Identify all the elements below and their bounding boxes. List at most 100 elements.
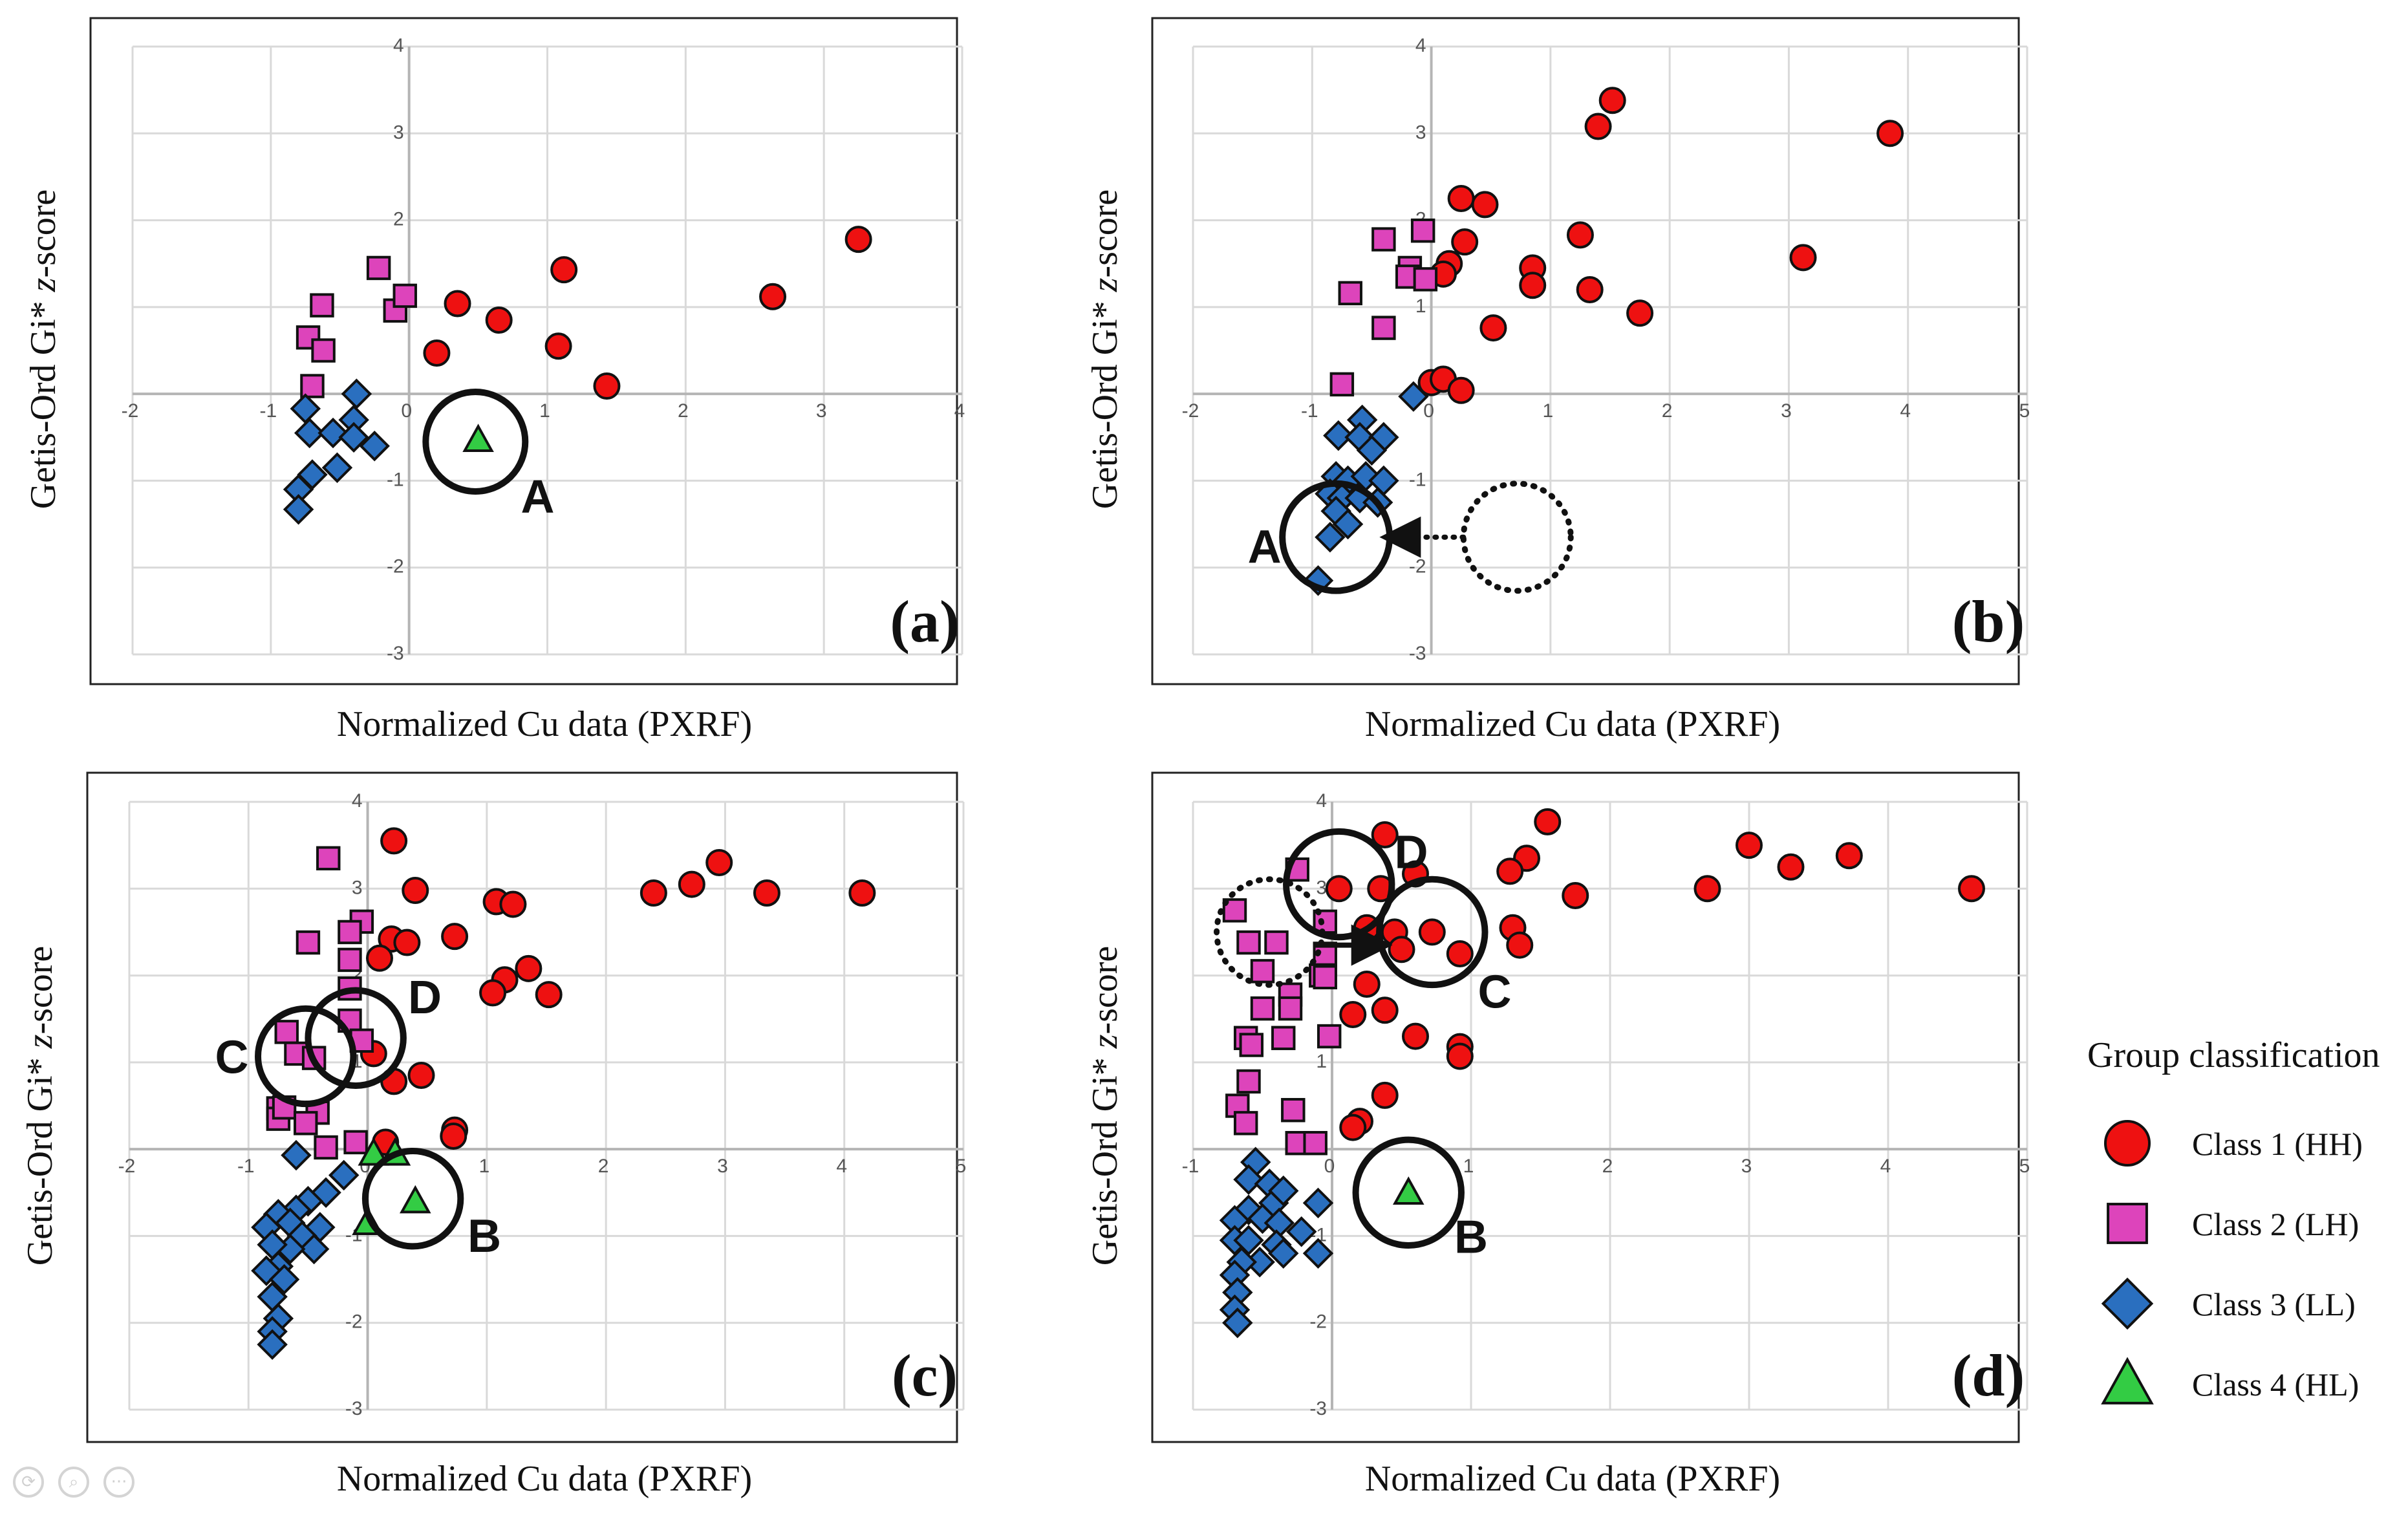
x-tick-label: -2 (1182, 400, 1199, 422)
data-point-class1 (535, 981, 563, 1009)
series-class2 (296, 255, 417, 398)
callout-circle (361, 1147, 464, 1250)
data-point-class3 (268, 1264, 300, 1295)
x-tick-label: -2 (118, 1156, 136, 1177)
x-tick-label: 3 (1781, 400, 1792, 422)
data-point-class1 (640, 879, 667, 907)
y-axis-label: Getis-Ord Gi* z-score (20, 946, 60, 1266)
y-tick-label: 3 (352, 877, 363, 898)
data-point-class2 (1338, 281, 1362, 306)
data-point-class3 (1233, 1164, 1264, 1195)
data-point-class3 (1302, 1238, 1334, 1269)
x-axis-label: Normalized Cu data (PXRF) (1365, 704, 1780, 744)
viewer-toolbar: ⟳ ⌕ ··· (13, 1463, 155, 1508)
panel-label: (d) (1952, 1342, 2025, 1408)
data-point-class1 (1598, 87, 1626, 114)
zoom-icon[interactable]: ⌕ (58, 1467, 89, 1498)
data-point-class1 (1576, 276, 1604, 303)
data-point-class1 (753, 879, 780, 907)
callout-label: A (1248, 521, 1282, 573)
data-point-class3 (1315, 521, 1346, 553)
data-points (251, 827, 876, 1361)
x-tick-label: 4 (1880, 1156, 1891, 1177)
y-tick-label: 3 (1415, 122, 1426, 143)
y-tick-label: -3 (1309, 1398, 1327, 1419)
callout-label: D (408, 972, 442, 1024)
data-point-class1 (1339, 1001, 1367, 1028)
data-point-class2 (338, 920, 362, 945)
rotate-icon[interactable]: ⟳ (13, 1467, 44, 1498)
series-class1 (423, 226, 872, 400)
data-point-class3 (1356, 435, 1388, 466)
data-point-class3 (283, 494, 314, 525)
data-point-class2 (1317, 1024, 1342, 1049)
data-point-class2 (310, 293, 334, 317)
data-point-class3 (317, 417, 349, 449)
data-point-class3 (359, 430, 390, 462)
x-tick-label: -2 (122, 400, 139, 422)
x-tick-label: 1 (539, 400, 550, 422)
series-class2 (1222, 857, 1342, 1156)
data-point-class3 (1285, 1216, 1317, 1247)
x-tick-label: 2 (1662, 400, 1673, 422)
panel-label: (b) (1952, 588, 2025, 654)
data-point-class1 (844, 226, 872, 253)
x-tick-label: 2 (1602, 1156, 1613, 1177)
data-point-class2 (338, 947, 362, 973)
legend-marker-class1 (2104, 1120, 2151, 1167)
data-point-class2 (1313, 965, 1337, 989)
data-point-class2 (294, 1111, 318, 1135)
legend: Group classification Class 1 (HH) Class 2 … (2087, 1035, 2380, 1404)
series-class3 (251, 1139, 360, 1361)
data-points (1302, 87, 1904, 596)
data-point-class1 (479, 979, 507, 1007)
dotted-callout-circle (1214, 876, 1326, 988)
callout-circle (1352, 1136, 1465, 1249)
data-point-class1 (1447, 185, 1475, 212)
data-point-class1 (759, 283, 787, 310)
more-icon[interactable]: ··· (103, 1467, 134, 1498)
data-point-class3 (1222, 1307, 1253, 1339)
x-tick-label: 4 (1900, 400, 1911, 422)
x-tick-label: -1 (1182, 1156, 1199, 1177)
data-point-class3 (1268, 1238, 1299, 1269)
data-point-class2 (296, 930, 321, 955)
data-point-class3 (1268, 1175, 1299, 1207)
data-point-class3 (281, 1139, 312, 1171)
data-point-class2 (1233, 1111, 1258, 1135)
y-tick-label: -2 (345, 1311, 363, 1333)
data-point-class1 (1446, 1042, 1474, 1070)
data-point-class1 (1584, 113, 1612, 140)
data-point-class1 (1835, 842, 1863, 870)
data-point-class4 (462, 424, 494, 453)
data-point-class1 (366, 944, 393, 972)
annotations: A (422, 389, 555, 522)
y-tick-label: 4 (1415, 35, 1426, 56)
data-point-class1 (550, 256, 578, 284)
legend-title: Group classification (2087, 1035, 2380, 1075)
legend-marker-class3 (2101, 1277, 2154, 1330)
data-point-class2 (1303, 1131, 1328, 1156)
legend-item-class2: Class 2 (LH) (2107, 1203, 2359, 1244)
data-point-class1 (1534, 808, 1562, 835)
x-tick-label: 0 (1324, 1156, 1335, 1177)
gridlines (131, 45, 963, 656)
data-point-class1 (1506, 931, 1534, 959)
data-point-class1 (1876, 120, 1904, 147)
data-point-class1 (1789, 244, 1817, 272)
y-tick-label: 1 (1316, 1051, 1327, 1072)
series-class4 (1392, 1176, 1424, 1205)
legend-item-class4: Class 4 (HL) (2101, 1357, 2359, 1404)
data-point-class3 (1323, 420, 1354, 451)
y-tick-label: -3 (345, 1398, 363, 1419)
x-tick-label: 0 (401, 400, 412, 422)
data-point-class1 (1736, 832, 1763, 859)
x-tick-label: -1 (237, 1156, 255, 1177)
legend-label: Class 1 (HH) (2192, 1126, 2363, 1162)
data-point-class1 (848, 879, 876, 907)
data-point-class2 (300, 374, 325, 398)
data-point-class2 (311, 338, 336, 363)
annotations: A (1248, 480, 1574, 594)
data-point-class4 (1392, 1176, 1424, 1205)
